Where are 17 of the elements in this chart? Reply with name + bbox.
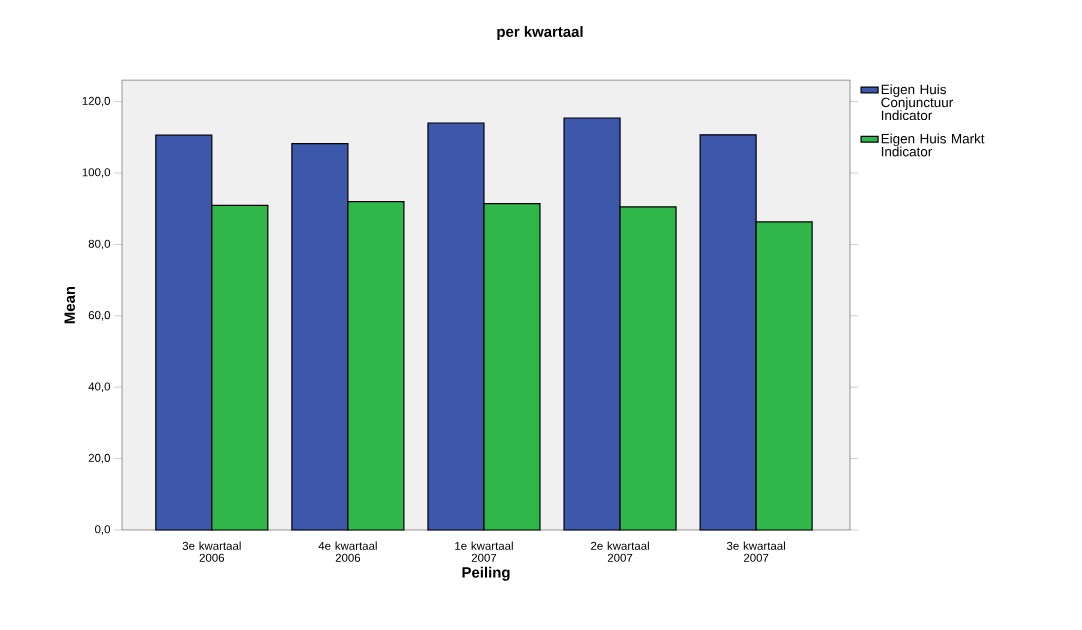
y-tick-label: 40,0: [88, 382, 111, 392]
legend-label: Eigen Huis Markt Indicator: [881, 133, 985, 157]
legend-label: Eigen Huis Conjunctuur Indicator: [881, 84, 953, 121]
x-tick-label: 3e kwartaal 2007: [726, 541, 785, 562]
y-tick-label: 80,0: [88, 239, 111, 250]
y-tick-label: 100,0: [82, 168, 111, 178]
x-tick-label: 1e kwartaal 2007: [455, 541, 513, 562]
y-tick-label: 0,0: [95, 525, 111, 535]
x-tick-label: 4e kwartaal 2006: [318, 541, 377, 562]
y-tick-label: 60,0: [88, 311, 111, 321]
chart-title: per kwartaal: [497, 26, 583, 40]
x-axis-title: Peiling: [462, 566, 510, 581]
y-axis-title: Mean: [64, 286, 75, 324]
x-tick-label: 3e kwartaal 2006: [182, 541, 241, 562]
x-tick-label: 2e kwartaal 2007: [591, 541, 649, 562]
y-tick-label: 20,0: [88, 453, 111, 464]
y-tick-label: 120,0: [82, 96, 111, 107]
